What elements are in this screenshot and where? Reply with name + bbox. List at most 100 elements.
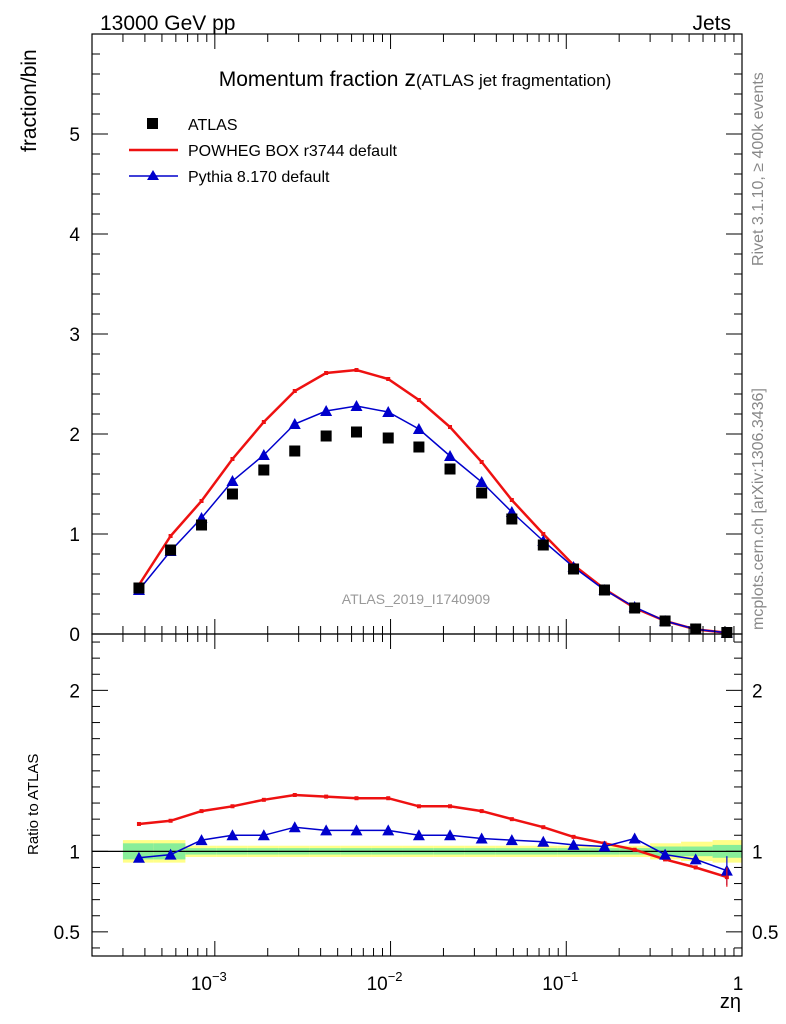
process-label: Jets bbox=[692, 12, 731, 35]
x-tick-label: 10−1 bbox=[542, 969, 578, 995]
atlas-point bbox=[598, 584, 610, 596]
ratio-powheg-point bbox=[261, 797, 266, 802]
ratio-powheg-point bbox=[509, 817, 514, 822]
ratio-powheg-line bbox=[138, 793, 728, 879]
x-tick-label-exponent: −1 bbox=[563, 969, 578, 984]
powheg-point bbox=[261, 420, 266, 424]
atlas-point bbox=[165, 544, 177, 556]
ratio-pythia-point bbox=[257, 829, 270, 841]
ratio-powheg-point bbox=[693, 865, 698, 870]
x-tick-label: 10−3 bbox=[191, 969, 227, 995]
x-tick-label-exponent: −2 bbox=[388, 969, 403, 984]
atlas-point bbox=[690, 623, 702, 635]
x-tick-label: 1 bbox=[733, 974, 744, 995]
pythia-point bbox=[382, 406, 395, 417]
ratio-powheg-point bbox=[168, 818, 173, 823]
atlas-point bbox=[226, 488, 238, 500]
ratio-pythia-point bbox=[567, 838, 580, 850]
analysis-id-label: ATLAS_2019_I1740909 bbox=[342, 591, 491, 607]
powheg-point bbox=[416, 398, 421, 402]
ratio-pythia-point bbox=[132, 851, 145, 863]
ratio-powheg-point bbox=[479, 809, 484, 814]
ratio-ticks: 0.5 0.51 12 210−3 10−2 10−1 1 bbox=[54, 634, 778, 995]
ratio-frame bbox=[91, 633, 743, 957]
ratio-powheg-point bbox=[199, 809, 204, 814]
powheg-point bbox=[324, 371, 329, 375]
atlas-point bbox=[721, 627, 733, 638]
ratio-pythia-line bbox=[138, 826, 728, 872]
powheg-point bbox=[479, 460, 484, 464]
ratio-pythia-point bbox=[320, 824, 333, 836]
ratio-pythia-point bbox=[628, 832, 641, 844]
mcplots-side-label: mcplots.cern.ch [arXiv:1306.3436] bbox=[750, 388, 767, 630]
atlas-point bbox=[444, 463, 456, 475]
ratio-y-tick-label: 2 bbox=[69, 681, 80, 702]
legend: ATLAS POWHEG BOX r3744 default Pythia 8.… bbox=[129, 117, 398, 186]
y-tick-label: 3 bbox=[69, 325, 80, 346]
x-tick-label: 10−2 bbox=[367, 969, 403, 995]
y-tick-label: 5 bbox=[69, 125, 80, 146]
main-panel: 0 1 2 3 4 5 Momentum fraction z(ATLAS jet frag… bbox=[18, 33, 743, 646]
atlas-point bbox=[350, 426, 362, 438]
main-ticks: 0 1 2 3 4 5 bbox=[69, 33, 743, 646]
powheg-point bbox=[354, 368, 359, 372]
ratio-pythia-point bbox=[689, 853, 702, 865]
y-tick-label: 4 bbox=[69, 225, 80, 246]
atlas-point bbox=[537, 539, 549, 551]
ratio-pythia-point bbox=[475, 832, 488, 844]
ratio-pythia-point bbox=[505, 834, 518, 846]
legend-marker-pythia-triangle bbox=[147, 170, 159, 180]
atlas-point bbox=[629, 602, 641, 614]
ratio-pythia-point bbox=[195, 834, 208, 846]
pythia-point bbox=[412, 423, 425, 434]
main-title-text: Momentum fraction bbox=[219, 68, 399, 91]
ratio-powheg-point bbox=[632, 847, 637, 852]
pythia-point bbox=[350, 400, 363, 411]
pythia-point bbox=[288, 418, 301, 429]
powheg-point bbox=[199, 499, 204, 503]
ratio-pythia-point bbox=[444, 829, 457, 841]
atlas-point bbox=[413, 441, 425, 453]
x-tick-label-base: 10 bbox=[191, 974, 212, 995]
x-tick-label-exponent: −3 bbox=[212, 969, 227, 984]
x-tick-label-base: 1 bbox=[733, 974, 744, 995]
powheg-point bbox=[448, 425, 453, 429]
ratio-y-tick-label: 1 bbox=[69, 842, 80, 863]
pythia-point bbox=[444, 450, 457, 461]
ratio-powheg-point bbox=[386, 796, 391, 801]
energy-label: 13000 GeV pp bbox=[100, 12, 235, 35]
atlas-point bbox=[320, 430, 332, 442]
ratio-pythia-point bbox=[412, 829, 425, 841]
ratio-powheg-point bbox=[136, 821, 141, 826]
legend-label-powheg: POWHEG BOX r3744 default bbox=[188, 143, 398, 160]
ratio-pythia-point bbox=[659, 848, 672, 860]
ratio-pythia-point bbox=[288, 821, 301, 833]
ratio-powheg-point bbox=[541, 825, 546, 830]
ratio-panel: 0.5 0.51 12 210−3 10−2 10−1 1 Ratio to ATLAS z… bbox=[25, 633, 778, 1013]
powheg-point bbox=[509, 498, 514, 502]
ratio-powheg-point bbox=[324, 794, 329, 799]
main-title: Momentum fraction z(ATLAS jet fragmentati… bbox=[219, 65, 612, 91]
ratio-powheg-point bbox=[416, 804, 421, 809]
pythia-point bbox=[475, 476, 488, 487]
atlas-point bbox=[382, 432, 394, 444]
ratio-powheg-point bbox=[230, 804, 235, 809]
y-tick-label: 0 bbox=[69, 625, 80, 646]
ratio-pythia-point bbox=[382, 824, 395, 836]
ratio-y-tick-label-right: 1 bbox=[752, 842, 763, 863]
atlas-point bbox=[659, 615, 671, 627]
ratio-pythia-point bbox=[537, 835, 550, 847]
ratio-powheg-point bbox=[571, 834, 576, 839]
powheg-point bbox=[168, 534, 173, 538]
main-title-symbol: z bbox=[404, 65, 416, 91]
main-title-note: (ATLAS jet fragmentation) bbox=[416, 71, 611, 90]
legend-marker-atlas bbox=[147, 118, 158, 129]
ratio-pythia-point bbox=[164, 848, 177, 860]
atlas-point bbox=[258, 464, 270, 476]
ratio-y-tick-label-right: 0.5 bbox=[752, 923, 778, 944]
ratio-pythia-point bbox=[598, 840, 611, 852]
powheg-point bbox=[292, 389, 297, 393]
atlas-point bbox=[196, 519, 208, 531]
x-tick-label-base: 10 bbox=[542, 974, 563, 995]
legend-label-atlas: ATLAS bbox=[188, 117, 238, 134]
